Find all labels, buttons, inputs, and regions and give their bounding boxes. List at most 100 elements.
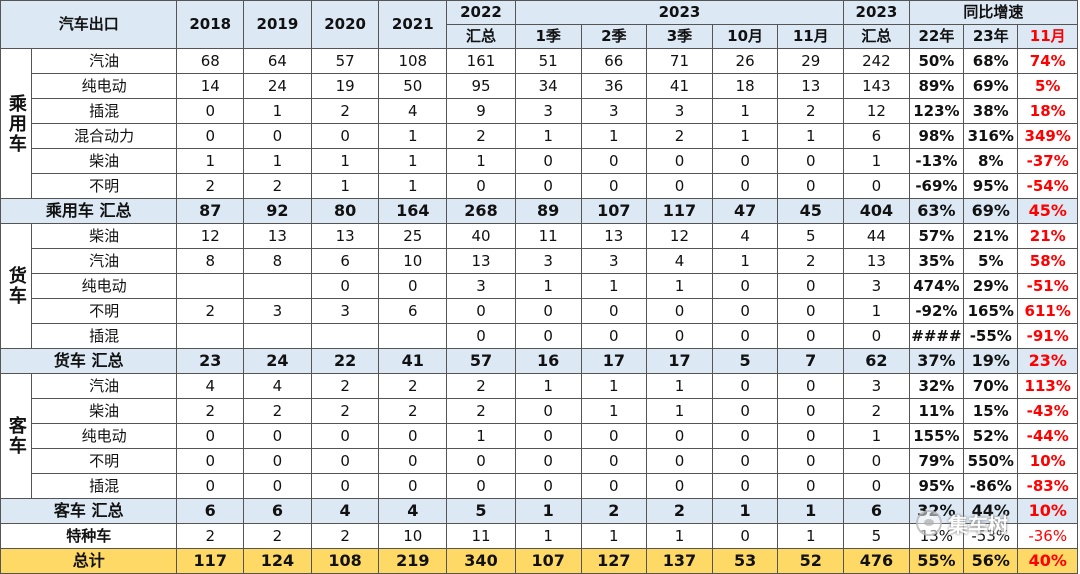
growth-cell: 611% — [1017, 298, 1078, 324]
value-cell: 1 — [243, 148, 312, 174]
value-cell: 0 — [514, 148, 582, 174]
value-cell: 3 — [646, 98, 713, 124]
value-cell: 2 — [310, 98, 380, 124]
value-cell: 1 — [580, 273, 648, 299]
value-cell: 108 — [310, 548, 380, 574]
value-cell: 0 — [646, 173, 713, 199]
value-cell: 1 — [646, 398, 713, 424]
value-cell: 0 — [446, 173, 516, 199]
growth-cell: 11% — [908, 398, 965, 424]
value-cell: 0 — [843, 448, 910, 474]
value-cell: 3 — [243, 298, 312, 324]
value-cell: 2 — [378, 398, 448, 424]
growth-cell: -36% — [1017, 523, 1078, 549]
table-row: 不明 2 3 3 6 0 0 0 0 0 0 1 -92% 165% 611% — [1, 298, 1078, 324]
value-cell: 1 — [843, 298, 910, 324]
row-label: 汽油 — [30, 373, 178, 399]
growth-cell: #### — [908, 323, 965, 349]
value-cell: 1 — [310, 148, 380, 174]
value-cell: 13 — [777, 73, 845, 99]
value-cell: 80 — [310, 198, 380, 224]
value-cell: 5 — [843, 523, 910, 549]
growth-cell: 56% — [963, 548, 1019, 574]
value-cell: 13 — [580, 223, 648, 249]
value-cell: 0 — [514, 448, 582, 474]
value-cell: 108 — [378, 48, 448, 74]
value-cell: 2 — [777, 98, 845, 124]
value-cell: 219 — [378, 548, 448, 574]
value-cell: 0 — [777, 473, 845, 499]
value-cell: 40 — [446, 223, 516, 249]
growth-cell: 40% — [1017, 548, 1078, 574]
growth-cell: 52% — [963, 423, 1019, 449]
value-cell: 51 — [514, 48, 582, 74]
value-cell: 0 — [711, 323, 779, 349]
value-cell: 8 — [243, 248, 312, 274]
value-cell: 22 — [310, 348, 380, 374]
table-row: 货车 柴油 12 13 13 25 40 11 13 12 4 5 44 57% 21% 21% — [0, 223, 1078, 349]
value-cell: 0 — [446, 448, 516, 474]
value-cell: 14 — [176, 73, 245, 99]
value-cell: 5 — [711, 348, 779, 374]
value-cell: 1 — [646, 523, 713, 549]
growth-cell: 550% — [963, 448, 1019, 474]
value-cell: 13 — [310, 223, 380, 249]
value-cell: 0 — [711, 373, 779, 399]
value-cell: 0 — [378, 448, 448, 474]
value-cell: 2 — [243, 173, 312, 199]
growth-cell: 95% — [963, 173, 1019, 199]
value-cell: 41 — [378, 348, 448, 374]
value-cell: 2 — [378, 373, 448, 399]
value-cell: 1 — [711, 123, 779, 149]
value-cell: 0 — [843, 173, 910, 199]
value-cell: 2 — [310, 398, 380, 424]
value-cell: 1 — [243, 98, 312, 124]
value-cell: 2 — [310, 523, 380, 549]
growth-cell: 21% — [1017, 223, 1078, 249]
value-cell: 57 — [446, 348, 516, 374]
value-cell: 13 — [446, 248, 516, 274]
growth-cell: 98% — [908, 123, 965, 149]
growth-cell: 155% — [908, 423, 965, 449]
value-cell: 9 — [446, 98, 516, 124]
value-cell: 18 — [711, 73, 779, 99]
value-cell: 4 — [378, 498, 448, 524]
value-cell: 1 — [843, 148, 910, 174]
header-nov: 11月 — [777, 24, 845, 49]
value-cell: 2 — [646, 498, 713, 524]
value-cell: 0 — [777, 273, 845, 299]
value-cell: 0 — [580, 173, 648, 199]
value-cell: 1 — [777, 498, 845, 524]
growth-cell: 316% — [963, 123, 1019, 149]
value-cell: 124 — [243, 548, 312, 574]
value-cell — [243, 273, 312, 299]
subtotal-row: 客车 汇总 6 6 4 4 5 1 2 2 1 1 6 32% 44% 10% — [0, 498, 1078, 524]
value-cell: 1 — [378, 173, 448, 199]
value-cell: 1 — [777, 523, 845, 549]
value-cell: 340 — [446, 548, 516, 574]
value-cell: 0 — [711, 448, 779, 474]
value-cell: 7 — [777, 348, 845, 374]
value-cell: 164 — [378, 198, 448, 224]
row-label: 柴油 — [30, 148, 178, 174]
header-2020: 2020 — [310, 0, 380, 49]
value-cell — [176, 323, 245, 349]
value-cell: 0 — [310, 273, 380, 299]
value-cell: 41 — [646, 73, 713, 99]
value-cell: 1 — [446, 423, 516, 449]
value-cell: 24 — [243, 348, 312, 374]
value-cell: 1 — [711, 498, 779, 524]
value-cell: 0 — [711, 298, 779, 324]
value-cell: 3 — [580, 248, 648, 274]
value-cell: 6 — [176, 498, 245, 524]
value-cell: 2 — [446, 123, 516, 149]
value-cell: 53 — [711, 548, 779, 574]
value-cell: 6 — [843, 123, 910, 149]
special-label: 特种车 — [0, 523, 178, 549]
value-cell: 6 — [243, 498, 312, 524]
value-cell: 0 — [711, 423, 779, 449]
value-cell: 2 — [310, 373, 380, 399]
growth-cell: 18% — [1017, 98, 1078, 124]
growth-cell: 13% — [908, 523, 965, 549]
value-cell: 0 — [310, 423, 380, 449]
